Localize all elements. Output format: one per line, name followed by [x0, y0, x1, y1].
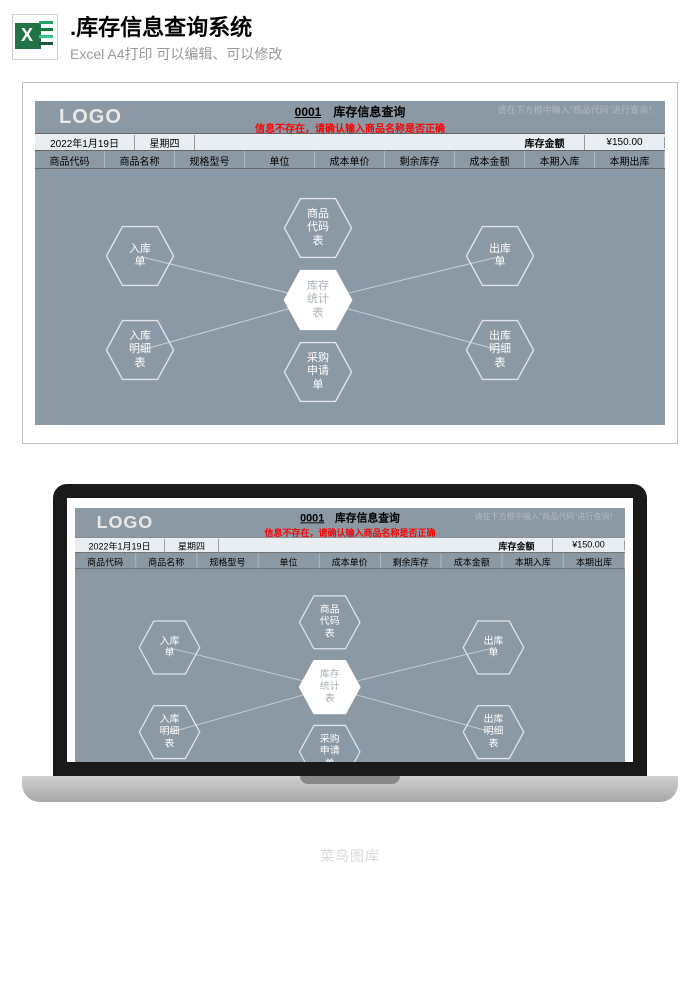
sheet-code-title: 0001 库存信息查询: [255, 103, 445, 120]
amount-label: 库存金额: [505, 135, 585, 150]
sheet-header: LOGO 0001 库存信息查询信息不存在，请确认输入商品名称是否正确 请在下方框中…: [75, 508, 625, 537]
table-column-header: 规格型号: [175, 151, 245, 168]
table-column-header: 本期出库: [564, 553, 625, 568]
table-column-header: 成本金额: [455, 151, 525, 168]
diagram-node-product_code[interactable]: 商品代码表: [283, 197, 353, 259]
laptop-mockup: LOGO 0001 库存信息查询信息不存在，请确认输入商品名称是否正确 请在下方框中…: [22, 484, 678, 802]
amount-label: 库存金额: [481, 538, 553, 552]
diagram-node-product_code[interactable]: 商品代码表: [298, 594, 361, 650]
table-column-header: 本期出库: [595, 151, 665, 168]
date-cell: 2022年1月19日: [35, 135, 135, 150]
page-header: .库存信息查询系统 Excel A4打印 可以编辑、可以修改: [0, 0, 700, 70]
diagram-node-center[interactable]: 库存统计表: [283, 269, 353, 331]
diagram-node-purchase[interactable]: 采购申请单: [283, 341, 353, 403]
diagram-node-out_detail[interactable]: 出库明细表: [465, 319, 535, 381]
column-headers: 商品代码商品名称规格型号单位成本单价剩余库存成本金额本期入库本期出库: [35, 151, 665, 169]
table-column-header: 成本金额: [442, 553, 503, 568]
table-column-header: 商品名称: [136, 553, 197, 568]
diagram-node-center[interactable]: 库存统计表: [298, 659, 361, 715]
laptop-screen: LOGO 0001 库存信息查询信息不存在，请确认输入商品名称是否正确 请在下方框中…: [53, 484, 647, 776]
table-column-header: 商品名称: [105, 151, 175, 168]
table-column-header: 成本单价: [315, 151, 385, 168]
amount-value: ¥150.00: [585, 137, 665, 148]
document-frame-top: LOGO 0001 库存信息查询信息不存在，请确认输入商品名称是否正确 请在下方框中…: [22, 82, 678, 444]
diagram-node-out_order[interactable]: 出库单: [465, 225, 535, 287]
diagram-node-in_order[interactable]: 入库单: [105, 225, 175, 287]
table-column-header: 商品代码: [35, 151, 105, 168]
logo-text: LOGO: [35, 106, 122, 129]
sheet-header: LOGO 0001 库存信息查询信息不存在，请确认输入商品名称是否正确 请在下方框中…: [35, 101, 665, 133]
weekday-cell: 星期四: [165, 538, 219, 552]
table-column-header: 成本单价: [319, 553, 380, 568]
spreadsheet-preview: LOGO 0001 库存信息查询信息不存在，请确认输入商品名称是否正确 请在下方框中…: [75, 508, 625, 776]
excel-icon: [12, 14, 58, 60]
diagram-node-out_order[interactable]: 出库单: [462, 620, 525, 676]
hint-text: 请在下方框中输入"商品代码"进行查询！: [498, 103, 657, 116]
warning-text: 信息不存在，请确认输入商品名称是否正确: [264, 525, 435, 539]
logo-text: LOGO: [75, 512, 153, 533]
warning-text: 信息不存在，请确认输入商品名称是否正确: [255, 120, 445, 135]
diagram-node-purchase[interactable]: 采购申请单: [298, 724, 361, 776]
spreadsheet: LOGO 0001 库存信息查询信息不存在，请确认输入商品名称是否正确 请在下方框中…: [35, 101, 665, 425]
table-column-header: 本期入库: [525, 151, 595, 168]
weekday-cell: 星期四: [135, 135, 195, 150]
diagram-node-in_order[interactable]: 入库单: [138, 620, 201, 676]
page-subtitle: Excel A4打印 可以编辑、可以修改: [70, 44, 282, 64]
diagram-node-in_detail[interactable]: 入库明细表: [105, 319, 175, 381]
sheet-code-title: 0001 库存信息查询: [264, 510, 435, 525]
table-column-header: 剩余库存: [385, 151, 455, 168]
table-column-header: 规格型号: [197, 553, 258, 568]
table-column-header: 单位: [258, 553, 319, 568]
hint-text: 请在下方框中输入"商品代码"进行查询！: [474, 510, 617, 522]
date-row: 2022年1月19日星期四 库存金额¥150.00: [75, 537, 625, 553]
column-headers: 商品代码商品名称规格型号单位成本单价剩余库存成本金额本期入库本期出库: [75, 553, 625, 569]
amount-value: ¥150.00: [553, 540, 625, 550]
date-cell: 2022年1月19日: [75, 538, 165, 552]
diagram-node-out_detail[interactable]: 出库明细表: [462, 704, 525, 760]
watermark: 菜鸟图库: [0, 822, 700, 878]
date-row: 2022年1月19日星期四 库存金额¥150.00: [35, 133, 665, 151]
table-column-header: 本期入库: [503, 553, 564, 568]
diagram-area: 入库单入库明细表 商品代码表库存统计表采购申请单 出库单出库明细表: [75, 569, 625, 775]
diagram-node-in_detail[interactable]: 入库明细表: [138, 704, 201, 760]
page-title: .库存信息查询系统: [70, 10, 282, 42]
table-column-header: 剩余库存: [381, 553, 442, 568]
diagram-area: 入库单入库明细表 商品代码表库存统计表采购申请单 出库单出库明细表: [35, 169, 665, 425]
table-column-header: 单位: [245, 151, 315, 168]
laptop-base: [22, 776, 678, 802]
table-column-header: 商品代码: [75, 553, 136, 568]
